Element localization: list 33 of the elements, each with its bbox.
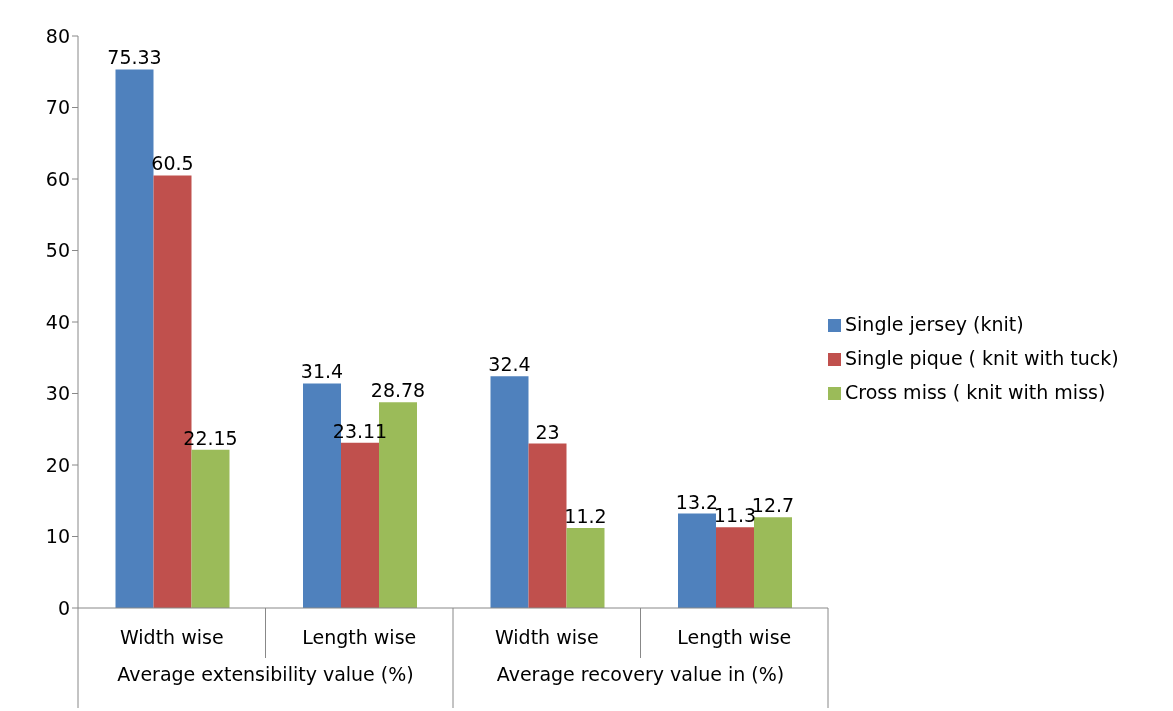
y-tick-label: 70 xyxy=(45,96,70,119)
data-label: 75.33 xyxy=(107,46,162,69)
y-tick-label: 10 xyxy=(45,525,70,548)
bar xyxy=(528,443,567,608)
bar xyxy=(115,69,154,608)
legend-label: Single pique ( knit with tuck) xyxy=(845,347,1119,369)
y-tick-label: 20 xyxy=(45,453,70,476)
bar xyxy=(678,513,716,608)
y-tick-label: 0 xyxy=(57,596,70,619)
y-tick-label: 40 xyxy=(45,310,70,333)
bar xyxy=(490,376,529,608)
text: Average extensibility value (%) xyxy=(116,663,415,685)
bar xyxy=(716,527,754,608)
bar xyxy=(566,527,605,608)
x-tick-label: Width wise xyxy=(119,626,224,648)
bar xyxy=(754,517,792,608)
legend-label: Single jersey (knit) xyxy=(845,313,1024,335)
data-label: 28.78 xyxy=(370,379,426,402)
text: Average recovery value in (%) xyxy=(495,663,786,685)
data-label: 32.4 xyxy=(488,353,531,376)
data-label: 11.2 xyxy=(564,504,607,527)
legend-label: Cross miss ( knit with miss) xyxy=(845,381,1106,403)
bar xyxy=(341,442,379,608)
x-tick-label: Length wise xyxy=(302,626,417,648)
data-label: 23 xyxy=(535,420,560,443)
y-tick-label: 80 xyxy=(45,24,70,47)
y-tick-label: 60 xyxy=(45,167,70,190)
x-tick-label: Length wise xyxy=(677,626,792,648)
bar xyxy=(191,449,230,608)
data-label: 31.4 xyxy=(300,360,344,383)
x-tick-label: Width wise xyxy=(494,626,599,648)
y-tick-label: 50 xyxy=(45,239,70,262)
y-tick-label: 30 xyxy=(45,382,70,405)
